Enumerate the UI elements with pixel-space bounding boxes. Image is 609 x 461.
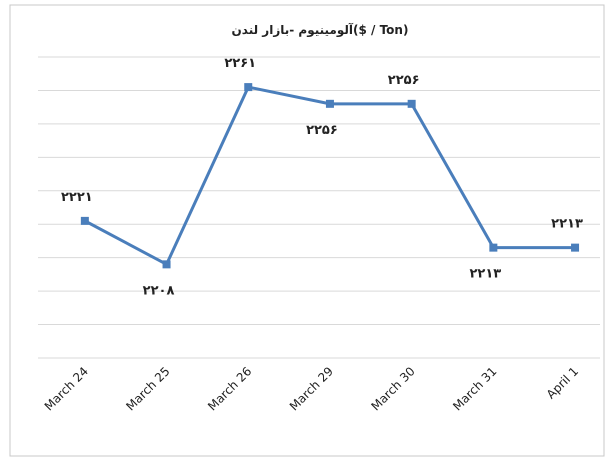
data-label: ۲۲۲۱: [61, 190, 93, 205]
data-label: ۲۲۵۶: [306, 123, 338, 138]
marker: [571, 243, 580, 252]
data-label: ۲۲۵۶: [388, 73, 420, 88]
marker: [489, 243, 498, 252]
marker: [244, 83, 253, 92]
data-label: ۲۲۶۱: [224, 56, 256, 71]
chart-title: آلومینیوم -بازار لندن($ / Ton): [232, 22, 409, 38]
chart-frame: [9, 4, 605, 457]
data-label: ۲۲۱۳: [551, 217, 583, 232]
data-label: ۲۲۱۳: [469, 267, 501, 282]
marker: [407, 99, 416, 108]
data-label: ۲۲۰۸: [143, 283, 175, 298]
marker: [325, 99, 334, 108]
marker: [162, 260, 171, 269]
marker: [80, 216, 89, 225]
